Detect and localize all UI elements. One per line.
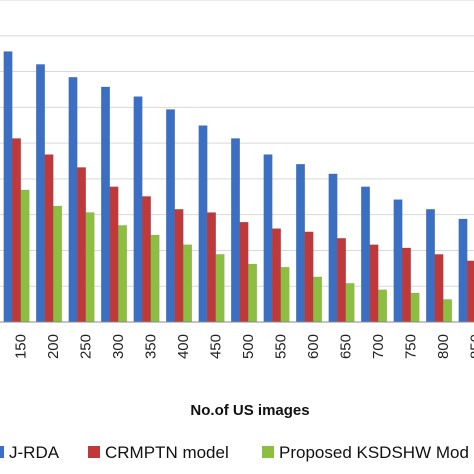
bar-crmptn-model-700 <box>369 244 379 323</box>
bar-crmptn-model-200 <box>44 154 54 323</box>
bar-j-rda-550 <box>263 154 273 323</box>
bar-crmptn-model-800 <box>434 254 444 323</box>
bar-j-rda-300 <box>101 86 110 323</box>
bar-proposed-ksdshw-mod-150 <box>20 189 30 323</box>
x-tick-label: 600 <box>305 334 322 359</box>
x-tick-label: 750 <box>402 334 419 359</box>
x-tick-label: 150 <box>12 334 29 359</box>
x-tick-label: 300 <box>110 334 127 359</box>
x-tick-labels: 1001502002503003504004505005506006507007… <box>12 334 474 359</box>
bar-j-rda-350 <box>133 96 143 323</box>
legend: J-RDA CRMPTN model Proposed KSDSHW Mod <box>0 443 469 462</box>
bar-j-rda-700 <box>361 186 370 323</box>
x-tick-label: 350 <box>142 334 159 359</box>
bar-j-rda-400 <box>166 109 175 323</box>
legend-label: J-RDA <box>9 443 60 462</box>
bar-j-rda-650 <box>328 173 338 323</box>
bar-proposed-ksdshw-mod-750 <box>410 292 420 323</box>
bar-crmptn-model-750 <box>402 247 411 323</box>
bar-proposed-ksdshw-mod-350 <box>150 234 160 323</box>
bar-proposed-ksdshw-mod-550 <box>280 267 290 323</box>
bar-crmptn-model-850 <box>467 260 474 323</box>
bar-j-rda-750 <box>393 199 403 323</box>
bar-crmptn-model-650 <box>337 238 346 323</box>
bar-j-rda-150 <box>3 51 13 323</box>
bar-crmptn-model-150 <box>12 138 21 323</box>
x-axis-label: No.of US images <box>190 402 309 419</box>
bar-proposed-ksdshw-mod-500 <box>248 263 257 323</box>
x-tick-label: 250 <box>77 334 94 359</box>
bar-crmptn-model-250 <box>77 167 86 323</box>
x-tick-label: 400 <box>175 334 192 359</box>
bar-proposed-ksdshw-mod-300 <box>118 225 127 323</box>
legend-label: CRMPTN model <box>105 443 229 462</box>
legend-label: Proposed KSDSHW Mod <box>279 443 469 462</box>
x-tick-label: 700 <box>370 334 387 359</box>
bar-crmptn-model-350 <box>142 196 151 323</box>
bar-crmptn-model-400 <box>174 209 184 323</box>
bars <box>3 51 474 323</box>
x-tick-label: 200 <box>45 334 62 359</box>
bar-j-rda-250 <box>68 77 78 323</box>
bar-crmptn-model-300 <box>109 186 119 323</box>
legend-swatch <box>88 446 100 458</box>
bar-j-rda-800 <box>426 209 435 323</box>
bar-proposed-ksdshw-mod-400 <box>183 244 192 323</box>
bar-crmptn-model-450 <box>207 212 216 323</box>
bar-j-rda-600 <box>296 163 305 323</box>
bar-proposed-ksdshw-mod-450 <box>215 254 225 323</box>
x-tick-label: 650 <box>337 334 354 359</box>
bar-proposed-ksdshw-mod-700 <box>378 289 387 323</box>
bar-j-rda-200 <box>36 64 45 323</box>
bar-proposed-ksdshw-mod-800 <box>443 299 452 323</box>
bar-j-rda-450 <box>198 125 208 323</box>
x-tick-label: 850 <box>467 334 474 359</box>
bar-crmptn-model-600 <box>304 231 314 323</box>
legend-swatch <box>262 446 274 458</box>
x-tick-label: 550 <box>272 334 289 359</box>
bar-proposed-ksdshw-mod-650 <box>345 283 355 323</box>
bar-proposed-ksdshw-mod-200 <box>53 205 62 323</box>
x-tick-label: 500 <box>240 334 257 359</box>
bar-j-rda-850 <box>458 218 468 323</box>
x-tick-label: 800 <box>435 334 452 359</box>
bar-j-rda-500 <box>231 138 240 323</box>
bar-crmptn-model-550 <box>272 228 281 323</box>
bar-proposed-ksdshw-mod-250 <box>85 212 95 323</box>
legend-swatch <box>0 446 4 458</box>
x-tick-label: 450 <box>207 334 224 359</box>
bar-proposed-ksdshw-mod-600 <box>313 276 322 323</box>
bar-crmptn-model-500 <box>239 221 249 323</box>
